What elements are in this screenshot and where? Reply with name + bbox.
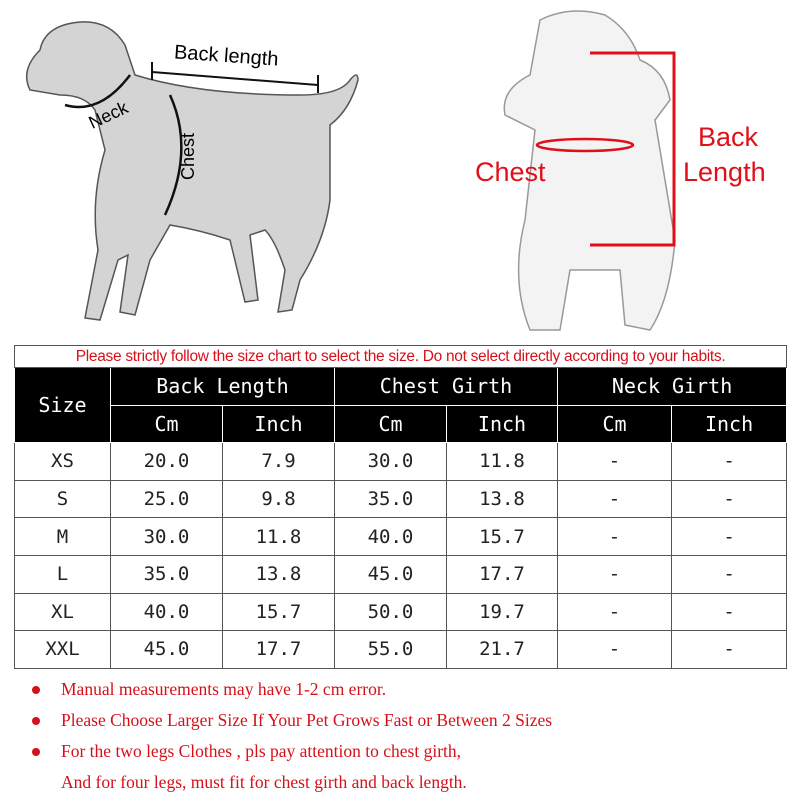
- size-cell: L: [14, 554, 111, 594]
- value-cell: -: [557, 630, 672, 669]
- note-item: Please Choose Larger Size If Your Pet Gr…: [32, 705, 552, 736]
- value-cell: 35.0: [334, 479, 447, 519]
- table-row: XL 40.0 15.7 50.0 19.7- -: [14, 592, 788, 632]
- value-cell: -: [670, 517, 788, 556]
- value-cell: -: [557, 517, 672, 556]
- value-cell: -: [670, 592, 788, 632]
- notes-list: Manual measurements may have 1-2 cm erro…: [32, 674, 552, 798]
- chest-girth-header: Chest Girth: [334, 367, 558, 406]
- size-cell: M: [14, 517, 111, 556]
- value-cell: 15.7: [446, 517, 558, 556]
- value-cell: -: [670, 442, 788, 481]
- value-cell: -: [670, 630, 788, 669]
- value-cell: 9.8: [222, 479, 335, 519]
- value-cell: 15.7: [222, 592, 335, 632]
- size-cell: S: [14, 479, 111, 519]
- value-cell: 25.0: [110, 479, 223, 519]
- value-cell: 21.7: [446, 630, 558, 669]
- note-item: And for four legs, must fit for chest gi…: [32, 767, 552, 798]
- bullet-icon: [32, 685, 40, 694]
- table-row: S 25.0 9.8 35.0 13.8- -: [14, 479, 788, 519]
- note-item: For the two legs Clothes , pls pay atten…: [32, 736, 552, 767]
- table-row: XXL 45.0 17.7 55.0 21.7- -: [14, 630, 788, 669]
- dog-silhouette-icon: [25, 21, 359, 321]
- value-cell: 17.7: [446, 554, 558, 594]
- size-cell: XL: [14, 592, 111, 632]
- size-cell: XXL: [14, 630, 111, 669]
- value-cell: -: [670, 479, 788, 519]
- value-cell: 55.0: [334, 630, 447, 669]
- value-cell: 30.0: [110, 517, 223, 556]
- unit-header: Inch: [446, 404, 558, 444]
- value-cell: 50.0: [334, 592, 447, 632]
- value-cell: 13.8: [446, 479, 558, 519]
- table-row: XS 20.0 7.9 30.0 11.8- -: [14, 442, 788, 481]
- note-text: Please Choose Larger Size If Your Pet Gr…: [61, 710, 553, 730]
- value-cell: -: [557, 554, 672, 594]
- unit-header: Inch: [222, 404, 335, 444]
- value-cell: -: [557, 442, 672, 481]
- unit-header: Cm: [334, 404, 447, 444]
- value-cell: -: [670, 554, 788, 594]
- size-cell: XS: [14, 442, 111, 481]
- dog-measurement-diagram: Back length Neck Chest: [0, 0, 400, 340]
- value-cell: 45.0: [110, 630, 223, 669]
- value-cell: -: [557, 479, 672, 519]
- size-chart-table: Please strictly follow the size chart to…: [13, 345, 788, 669]
- value-cell: 13.8: [222, 554, 335, 594]
- value-cell: 19.7: [446, 592, 558, 632]
- coat-measurement-diagram: Chest Back Length: [440, 0, 800, 340]
- table-row: L 35.0 13.8 45.0 17.7- -: [14, 554, 788, 594]
- coat-back-label: Back: [698, 122, 759, 152]
- value-cell: 40.0: [334, 517, 447, 556]
- unit-header: Cm: [110, 404, 223, 444]
- value-cell: 20.0: [110, 442, 223, 481]
- coat-chest-label: Chest: [475, 157, 546, 187]
- value-cell: 35.0: [110, 554, 223, 594]
- note-item: Manual measurements may have 1-2 cm erro…: [32, 674, 552, 705]
- note-text: Manual measurements may have 1-2 cm erro…: [61, 679, 387, 699]
- size-notice: Please strictly follow the size chart to…: [13, 345, 788, 368]
- dog-coat-image: [503, 10, 676, 331]
- table-row: M 30.0 11.8 40.0 15.7- -: [14, 517, 788, 556]
- bullet-icon: [32, 716, 40, 725]
- unit-header: Cm: [557, 404, 672, 444]
- value-cell: 40.0: [110, 592, 223, 632]
- value-cell: 45.0: [334, 554, 447, 594]
- chest-label: Chest: [178, 132, 198, 180]
- neck-girth-header: Neck Girth: [556, 367, 788, 406]
- coat-length-label: Length: [683, 157, 766, 187]
- back-length-header: Back Length: [110, 367, 335, 406]
- size-header: Size: [14, 366, 111, 444]
- value-cell: 11.8: [446, 442, 558, 481]
- value-cell: -: [557, 592, 672, 632]
- note-text: For the two legs Clothes , pls pay atten…: [61, 741, 462, 761]
- value-cell: 17.7: [222, 630, 335, 669]
- unit-header: Inch: [670, 404, 788, 444]
- bullet-icon: [32, 747, 40, 756]
- value-cell: 11.8: [222, 517, 335, 556]
- value-cell: 30.0: [334, 442, 447, 481]
- note-text: And for four legs, must fit for chest gi…: [61, 772, 467, 792]
- value-cell: 7.9: [222, 442, 335, 481]
